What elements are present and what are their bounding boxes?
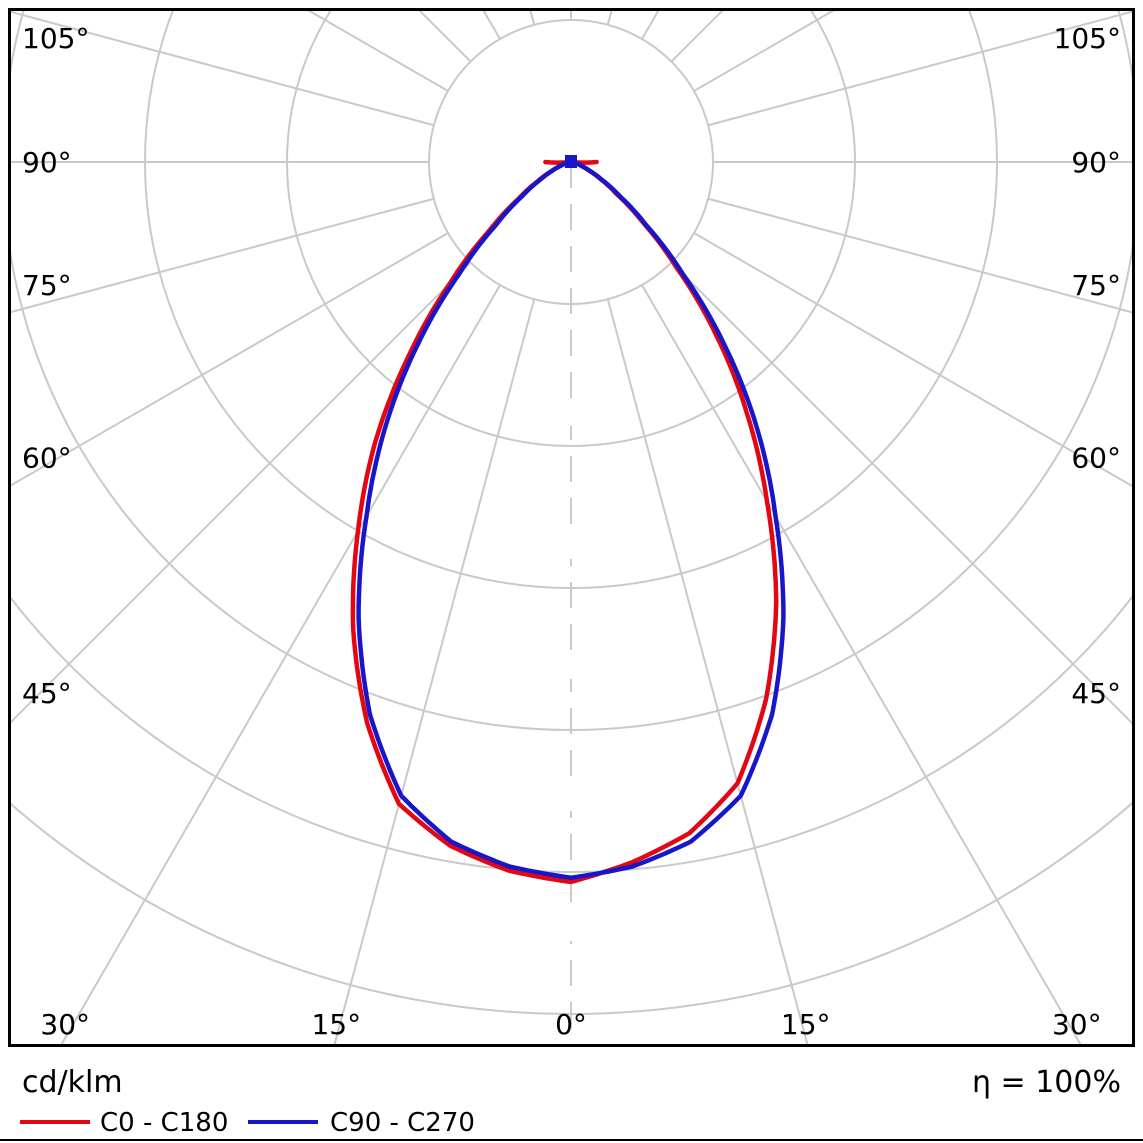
grid-ray — [606, 10, 613, 26]
grid-ray — [10, 10, 435, 127]
grid-ray — [333, 298, 536, 1044]
grid-ray — [670, 261, 1133, 726]
radial-tick-box — [551, 531, 591, 559]
grid-ray — [60, 284, 501, 1044]
grid-ray — [693, 232, 1133, 488]
curve-c90-c270 — [356, 159, 786, 880]
grid-ray — [641, 284, 1082, 1044]
angle-tick-labels: 0° 15° 15° 30° 30° 45° 45° 60° 60° 75° 75° 90° 90° 10… — [22, 22, 1121, 1041]
angle-tick-label: 90° — [1071, 146, 1121, 179]
efficiency-label: η = 100% — [972, 1065, 1121, 1100]
grid-ray — [707, 197, 1133, 314]
angle-tick-label: 15° — [781, 1008, 831, 1041]
plot-border — [8, 8, 1135, 1047]
angle-tick-label: 15° — [311, 1008, 361, 1041]
radial-tick-box — [551, 398, 591, 426]
angle-tick-label: 105° — [1054, 22, 1121, 55]
grid-ring — [10, 594, 1133, 873]
legend-label-c0-c180: C0 - C180 — [100, 1108, 228, 1138]
angle-tick-label: 105° — [22, 22, 89, 55]
angle-tick-label: 45° — [22, 677, 72, 710]
radial-unit-label: cd/klm — [22, 1065, 123, 1100]
legend-label-c90-c270: C90 - C270 — [330, 1108, 475, 1138]
angle-tick-label: 60° — [1071, 442, 1121, 475]
angle-tick-label: 75° — [22, 269, 72, 302]
grid-ray — [707, 10, 1133, 127]
grid-ray — [10, 232, 449, 488]
angle-tick-label: 75° — [1071, 269, 1121, 302]
angle-tick-label: 0° — [555, 1008, 587, 1041]
angle-tick-label: 30° — [1052, 1008, 1102, 1041]
curve-c0-c180 — [350, 159, 779, 885]
grid-ring — [10, 10, 1133, 731]
grid-ray — [606, 298, 809, 1044]
grid-ray — [10, 197, 435, 314]
angle-tick-label: 90° — [22, 146, 72, 179]
angle-tick-label: 45° — [1071, 677, 1121, 710]
angle-tick-label: 60° — [22, 442, 72, 475]
angle-tick-label: 30° — [40, 1008, 90, 1041]
grid-ray — [10, 261, 472, 725]
radial-tick-box — [551, 913, 591, 941]
grid-ray — [529, 10, 536, 26]
radial-tick-box — [551, 651, 591, 679]
radial-tick-box — [551, 783, 591, 811]
curve-apex-marker — [565, 155, 577, 168]
intensity-curves — [350, 155, 786, 885]
